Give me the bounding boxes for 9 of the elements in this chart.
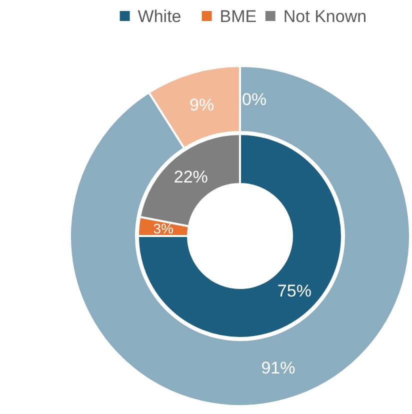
data-label: 9% [189,95,214,114]
legend-label: BME [220,6,257,26]
data-label: 75% [277,281,312,300]
data-label: 22% [174,168,208,187]
legend-label: White [138,6,182,26]
legend-label: Not Known [283,6,367,26]
data-label: 91% [261,358,296,378]
text: 0% [242,90,267,109]
data-label: 3% [153,220,174,237]
